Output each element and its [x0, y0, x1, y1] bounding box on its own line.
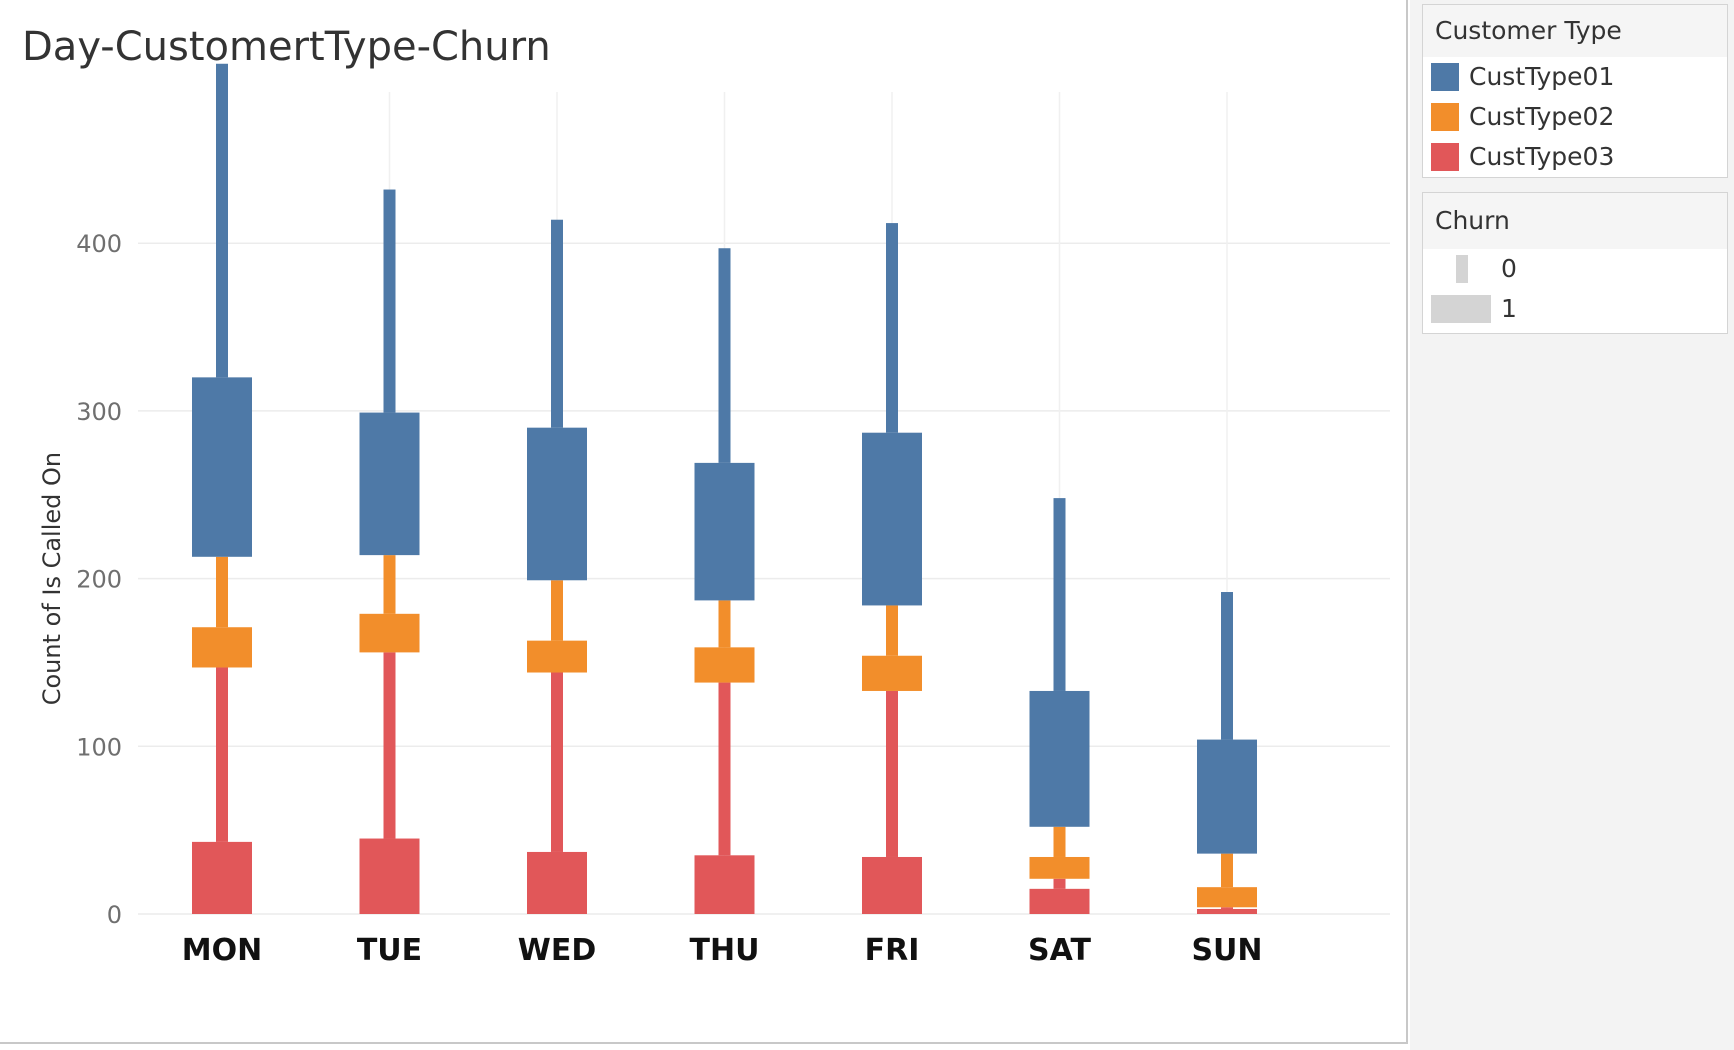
legend-label-churn-0: 0 — [1501, 254, 1517, 283]
legend-item-churn-1[interactable]: 1 — [1423, 289, 1727, 329]
bar-wed-custtype01-churn-0 — [551, 219, 563, 428]
legend-label-churn-1: 1 — [1501, 294, 1517, 323]
legend-item-custtype01[interactable]: CustType01 — [1423, 57, 1727, 97]
customer-type-legend: Customer Type CustType01 CustType02 Cust… — [1422, 4, 1728, 178]
bar-fri-custtype03-churn-1 — [862, 856, 922, 914]
bar-thu-custtype03-churn-1 — [694, 855, 755, 914]
bar-wed-custtype01-churn-1 — [527, 427, 587, 581]
bar-fri-custtype02-churn-0 — [886, 605, 898, 656]
bar-mon-custtype03-churn-0 — [216, 667, 228, 842]
bar-sun-custtype03-churn-0 — [1221, 907, 1233, 909]
bar-fri-custtype01-churn-0 — [886, 223, 898, 433]
bar-mon-custtype02-churn-0 — [216, 556, 228, 628]
bar-sat-custtype01-churn-1 — [1029, 690, 1090, 827]
churn-1-size-swatch — [1431, 295, 1491, 323]
bar-fri-custtype03-churn-0 — [886, 690, 898, 857]
y-axis-title: Count of Is Called On — [38, 452, 66, 705]
legend-pane: Customer Type CustType01 CustType02 Cust… — [1410, 0, 1734, 1050]
bar-tue-custtype01-churn-0 — [383, 189, 396, 413]
churn-0-size-swatch — [1456, 255, 1468, 283]
y-tick-label-300: 300 — [76, 398, 122, 426]
y-tick-label-100: 100 — [76, 733, 122, 761]
y-tick-label-400: 400 — [76, 230, 122, 258]
x-tick-label-tue: TUE — [357, 933, 422, 968]
bar-sun-custtype02-churn-0 — [1221, 853, 1233, 888]
x-tick-label-sat: SAT — [1028, 933, 1091, 968]
bar-tue-custtype03-churn-0 — [383, 652, 396, 839]
bar-mon-custtype02-churn-1 — [192, 627, 252, 668]
custtype01-swatch — [1431, 63, 1459, 91]
bar-sun-custtype03-churn-1 — [1197, 908, 1257, 914]
bar-sat-custtype02-churn-0 — [1053, 826, 1066, 857]
legend-item-custtype02[interactable]: CustType02 — [1423, 97, 1727, 137]
chart-title: Day-CustomertType-Churn — [22, 24, 551, 70]
bar-wed-custtype03-churn-0 — [551, 672, 563, 852]
stacked-bar-chart: 0 100 200 300 400 Count of Is Called On MON TUE… — [38, 63, 1390, 968]
x-tick-label-fri: FRI — [865, 933, 920, 968]
bar-thu-custtype02-churn-1 — [694, 647, 755, 683]
custtype03-swatch — [1431, 143, 1459, 171]
chart-pane: Day-CustomertType-Churn 0 100 200 300 400 Cou… — [0, 0, 1408, 1044]
bar-wed-custtype02-churn-1 — [527, 640, 587, 673]
legend-item-churn-0[interactable]: 0 — [1423, 249, 1727, 289]
legend-item-custtype03[interactable]: CustType03 — [1423, 137, 1727, 177]
bar-sat-custtype01-churn-0 — [1053, 498, 1066, 691]
x-tick-label-wed: WED — [518, 933, 597, 968]
bar-tue-custtype03-churn-1 — [359, 838, 420, 914]
churn-legend-title: Churn — [1423, 193, 1727, 249]
bar-thu-custtype01-churn-1 — [694, 462, 755, 601]
bar-tue-custtype02-churn-0 — [383, 555, 396, 614]
legend-label-custtype01: CustType01 — [1469, 62, 1615, 91]
bar-tue-custtype02-churn-1 — [359, 613, 420, 653]
x-tick-label-sun: SUN — [1191, 933, 1262, 968]
bar-sat-custtype03-churn-1 — [1029, 888, 1090, 914]
bar-thu-custtype01-churn-0 — [718, 248, 731, 463]
bar-sun-custtype02-churn-1 — [1197, 887, 1257, 908]
bar-fri-custtype01-churn-1 — [862, 432, 922, 606]
legend-label-custtype02: CustType02 — [1469, 102, 1615, 131]
churn-legend: Churn 0 1 — [1422, 192, 1728, 334]
bar-wed-custtype03-churn-1 — [527, 851, 587, 914]
bar-sat-custtype02-churn-1 — [1029, 856, 1090, 879]
bar-sun-custtype01-churn-1 — [1197, 739, 1257, 854]
customer-type-legend-title: Customer Type — [1423, 5, 1727, 57]
bar-wed-custtype02-churn-0 — [551, 580, 563, 641]
y-tick-label-0: 0 — [107, 901, 122, 929]
legend-label-custtype03: CustType03 — [1469, 142, 1615, 171]
bar-sun-custtype01-churn-0 — [1221, 592, 1233, 740]
bar-mon-custtype01-churn-1 — [192, 377, 252, 557]
bar-thu-custtype02-churn-0 — [718, 600, 731, 648]
bar-mon-custtype01-churn-0 — [216, 63, 228, 378]
x-tick-label-mon: MON — [182, 933, 262, 968]
bar-mon-custtype03-churn-1 — [192, 841, 252, 914]
custtype02-swatch — [1431, 103, 1459, 131]
bar-tue-custtype01-churn-1 — [359, 412, 420, 556]
bar-fri-custtype02-churn-1 — [862, 655, 922, 691]
x-tick-label-thu: THU — [690, 933, 760, 968]
bar-sat-custtype03-churn-0 — [1053, 878, 1066, 889]
y-tick-label-200: 200 — [76, 566, 122, 594]
bar-thu-custtype03-churn-0 — [718, 682, 731, 856]
